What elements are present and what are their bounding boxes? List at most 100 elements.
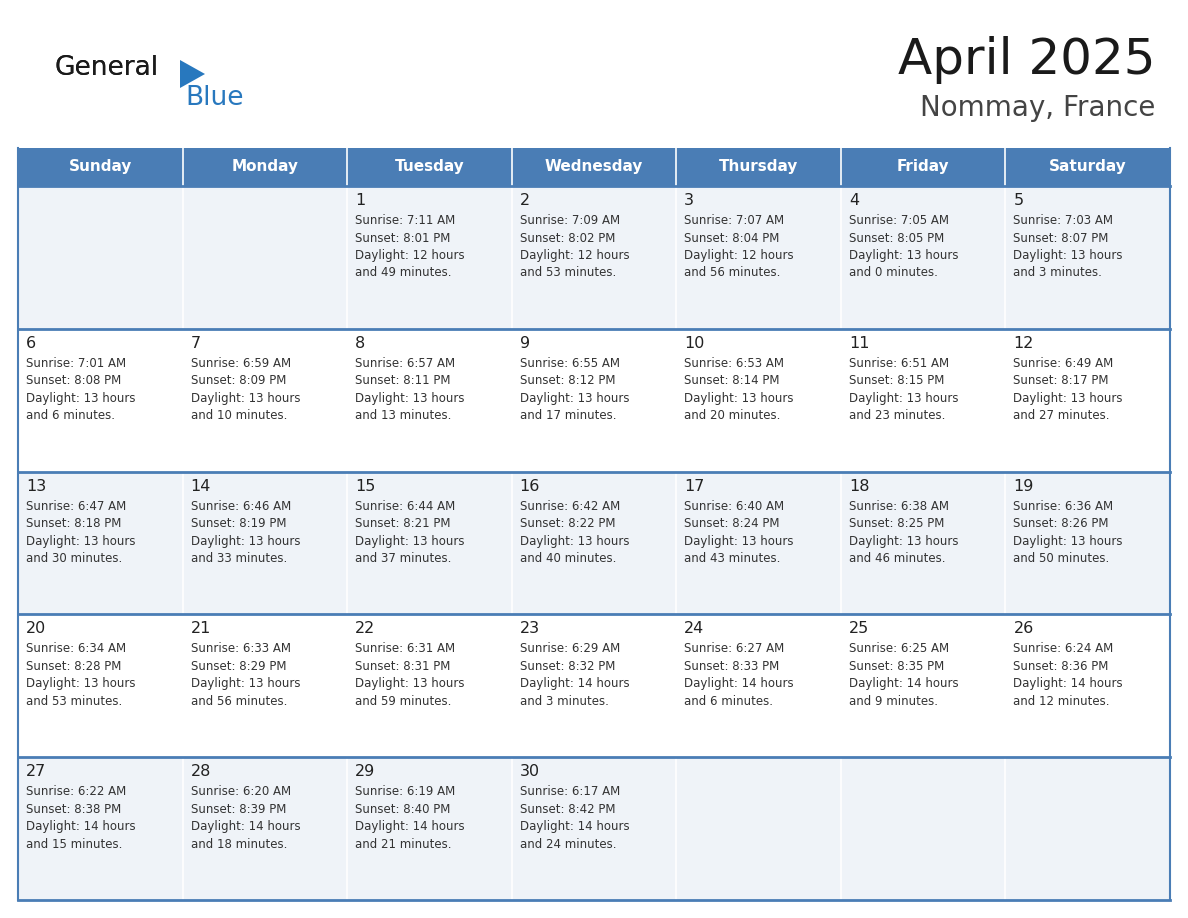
Text: Daylight: 12 hours: Daylight: 12 hours xyxy=(519,249,630,262)
Bar xyxy=(512,186,676,329)
Text: 19: 19 xyxy=(1013,478,1034,494)
Text: Sunrise: 7:07 AM: Sunrise: 7:07 AM xyxy=(684,214,784,227)
Text: Sunset: 8:15 PM: Sunset: 8:15 PM xyxy=(849,375,944,387)
Text: and 23 minutes.: and 23 minutes. xyxy=(849,409,946,422)
Text: and 27 minutes.: and 27 minutes. xyxy=(1013,409,1110,422)
Text: Sunrise: 6:38 AM: Sunrise: 6:38 AM xyxy=(849,499,949,512)
Bar xyxy=(183,186,347,329)
Text: Sunset: 8:38 PM: Sunset: 8:38 PM xyxy=(26,802,121,816)
Text: and 18 minutes.: and 18 minutes. xyxy=(190,838,287,851)
Text: Daylight: 13 hours: Daylight: 13 hours xyxy=(684,534,794,548)
Text: Daylight: 14 hours: Daylight: 14 hours xyxy=(519,677,630,690)
Text: Sunrise: 7:01 AM: Sunrise: 7:01 AM xyxy=(26,357,126,370)
Text: Sunrise: 6:22 AM: Sunrise: 6:22 AM xyxy=(26,785,126,798)
Bar xyxy=(1005,186,1170,329)
Text: Daylight: 13 hours: Daylight: 13 hours xyxy=(26,534,135,548)
Bar xyxy=(1005,472,1170,614)
Text: Daylight: 13 hours: Daylight: 13 hours xyxy=(684,392,794,405)
Text: and 10 minutes.: and 10 minutes. xyxy=(190,409,287,422)
Text: Sunrise: 6:17 AM: Sunrise: 6:17 AM xyxy=(519,785,620,798)
Text: Sunset: 8:17 PM: Sunset: 8:17 PM xyxy=(1013,375,1108,387)
Text: Daylight: 13 hours: Daylight: 13 hours xyxy=(190,392,301,405)
Text: Daylight: 14 hours: Daylight: 14 hours xyxy=(355,820,465,834)
Text: 6: 6 xyxy=(26,336,36,351)
Text: 24: 24 xyxy=(684,621,704,636)
Text: and 6 minutes.: and 6 minutes. xyxy=(684,695,773,708)
Bar xyxy=(841,472,1005,614)
Text: and 0 minutes.: and 0 minutes. xyxy=(849,266,937,279)
Text: 10: 10 xyxy=(684,336,704,351)
Text: Daylight: 13 hours: Daylight: 13 hours xyxy=(519,534,630,548)
Text: Sunrise: 6:20 AM: Sunrise: 6:20 AM xyxy=(190,785,291,798)
Text: Daylight: 14 hours: Daylight: 14 hours xyxy=(190,820,301,834)
Text: Nommay, France: Nommay, France xyxy=(920,94,1155,122)
Text: General: General xyxy=(55,55,159,81)
Bar xyxy=(512,329,676,472)
Text: Daylight: 13 hours: Daylight: 13 hours xyxy=(26,392,135,405)
Text: Sunset: 8:36 PM: Sunset: 8:36 PM xyxy=(1013,660,1108,673)
Bar xyxy=(347,757,512,900)
Text: Sunrise: 6:44 AM: Sunrise: 6:44 AM xyxy=(355,499,455,512)
Text: 2: 2 xyxy=(519,193,530,208)
Text: Daylight: 13 hours: Daylight: 13 hours xyxy=(26,677,135,690)
Text: 14: 14 xyxy=(190,478,211,494)
Text: Sunrise: 6:36 AM: Sunrise: 6:36 AM xyxy=(1013,499,1113,512)
Text: Sunrise: 6:59 AM: Sunrise: 6:59 AM xyxy=(190,357,291,370)
Text: Sunset: 8:31 PM: Sunset: 8:31 PM xyxy=(355,660,450,673)
Bar xyxy=(676,186,841,329)
Text: 30: 30 xyxy=(519,764,539,779)
Text: and 40 minutes.: and 40 minutes. xyxy=(519,552,617,565)
Text: and 15 minutes.: and 15 minutes. xyxy=(26,838,122,851)
Text: Daylight: 13 hours: Daylight: 13 hours xyxy=(355,677,465,690)
Text: and 21 minutes.: and 21 minutes. xyxy=(355,838,451,851)
Text: and 13 minutes.: and 13 minutes. xyxy=(355,409,451,422)
Text: and 59 minutes.: and 59 minutes. xyxy=(355,695,451,708)
Text: 28: 28 xyxy=(190,764,211,779)
Text: Sunrise: 7:09 AM: Sunrise: 7:09 AM xyxy=(519,214,620,227)
Text: Sunrise: 6:25 AM: Sunrise: 6:25 AM xyxy=(849,643,949,655)
Text: 18: 18 xyxy=(849,478,870,494)
Bar xyxy=(18,614,183,757)
Text: Daylight: 13 hours: Daylight: 13 hours xyxy=(1013,534,1123,548)
Text: Sunset: 8:21 PM: Sunset: 8:21 PM xyxy=(355,517,450,530)
Text: Sunset: 8:26 PM: Sunset: 8:26 PM xyxy=(1013,517,1108,530)
Text: 15: 15 xyxy=(355,478,375,494)
Text: 25: 25 xyxy=(849,621,870,636)
Text: Daylight: 13 hours: Daylight: 13 hours xyxy=(519,392,630,405)
Text: Blue: Blue xyxy=(185,85,244,111)
Text: 22: 22 xyxy=(355,621,375,636)
Text: Daylight: 14 hours: Daylight: 14 hours xyxy=(1013,677,1123,690)
Text: and 17 minutes.: and 17 minutes. xyxy=(519,409,617,422)
Text: 27: 27 xyxy=(26,764,46,779)
Text: Sunset: 8:35 PM: Sunset: 8:35 PM xyxy=(849,660,944,673)
Text: 16: 16 xyxy=(519,478,541,494)
Text: General: General xyxy=(55,55,159,81)
Text: Daylight: 13 hours: Daylight: 13 hours xyxy=(1013,249,1123,262)
Text: Sunset: 8:04 PM: Sunset: 8:04 PM xyxy=(684,231,779,244)
Text: 21: 21 xyxy=(190,621,211,636)
Text: Daylight: 13 hours: Daylight: 13 hours xyxy=(190,677,301,690)
Text: Sunset: 8:08 PM: Sunset: 8:08 PM xyxy=(26,375,121,387)
Text: Sunrise: 6:51 AM: Sunrise: 6:51 AM xyxy=(849,357,949,370)
Text: 8: 8 xyxy=(355,336,366,351)
Text: 17: 17 xyxy=(684,478,704,494)
Bar xyxy=(1005,329,1170,472)
Text: and 20 minutes.: and 20 minutes. xyxy=(684,409,781,422)
Bar xyxy=(676,614,841,757)
Text: 26: 26 xyxy=(1013,621,1034,636)
Bar xyxy=(183,329,347,472)
Bar xyxy=(183,757,347,900)
Text: April 2025: April 2025 xyxy=(897,36,1155,84)
Text: Sunrise: 7:03 AM: Sunrise: 7:03 AM xyxy=(1013,214,1113,227)
Text: Daylight: 13 hours: Daylight: 13 hours xyxy=(190,534,301,548)
Bar xyxy=(347,329,512,472)
Text: 20: 20 xyxy=(26,621,46,636)
Text: Sunset: 8:40 PM: Sunset: 8:40 PM xyxy=(355,802,450,816)
Text: and 49 minutes.: and 49 minutes. xyxy=(355,266,451,279)
Text: Sunrise: 6:27 AM: Sunrise: 6:27 AM xyxy=(684,643,784,655)
Text: Sunrise: 6:49 AM: Sunrise: 6:49 AM xyxy=(1013,357,1113,370)
Text: Sunset: 8:28 PM: Sunset: 8:28 PM xyxy=(26,660,121,673)
Text: 4: 4 xyxy=(849,193,859,208)
Text: Daylight: 13 hours: Daylight: 13 hours xyxy=(849,392,959,405)
Text: and 9 minutes.: and 9 minutes. xyxy=(849,695,937,708)
